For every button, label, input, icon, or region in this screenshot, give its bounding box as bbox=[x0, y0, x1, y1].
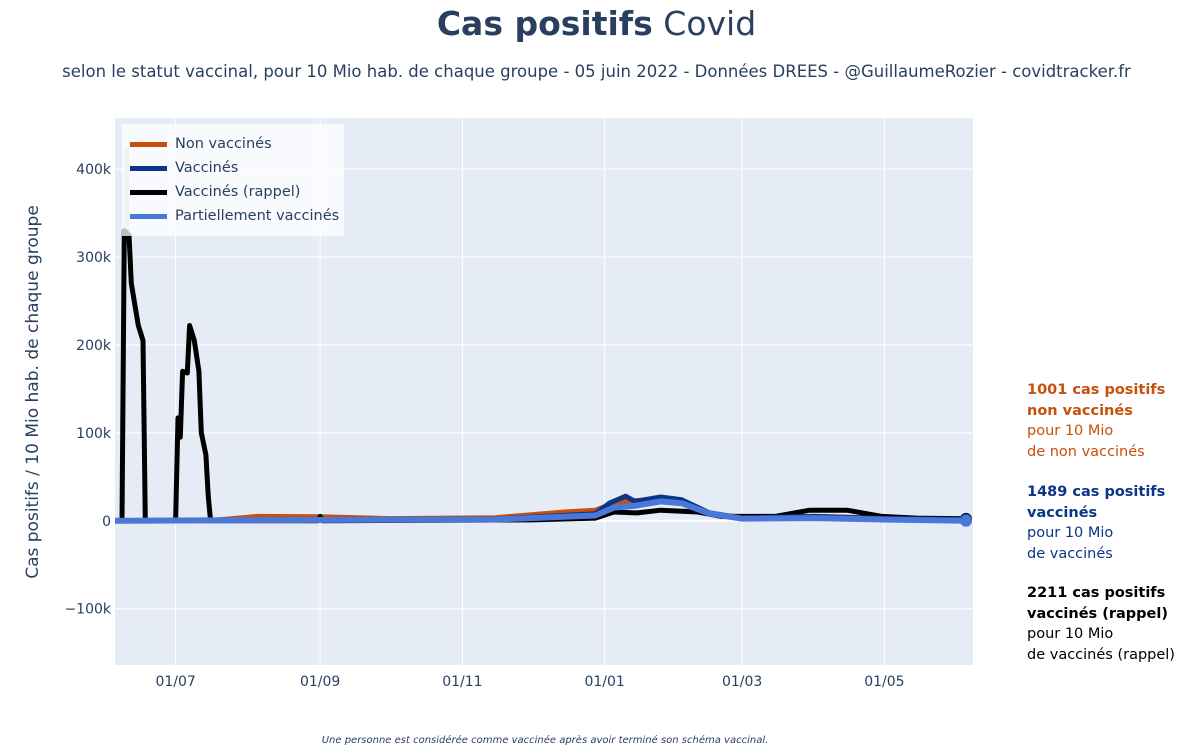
x-tick-label: 01/11 bbox=[442, 674, 482, 690]
x-tick-label: 01/09 bbox=[300, 674, 340, 690]
annotation-rappel: 2211 cas positifs vaccinés (rappel) pour … bbox=[1027, 583, 1175, 665]
legend-label: Non vaccinés bbox=[175, 136, 272, 152]
x-tick-label: 01/03 bbox=[722, 674, 762, 690]
legend-label: Vaccinés bbox=[175, 160, 239, 176]
legend-label: Partiellement vaccinés bbox=[175, 208, 340, 224]
x-tick-label: 01/05 bbox=[864, 674, 904, 690]
annotation-text: pour 10 Mio bbox=[1027, 423, 1114, 439]
y-axis-label: Cas positifs / 10 Mio hab. de chaque gro… bbox=[23, 205, 43, 579]
legend-swatch bbox=[130, 165, 167, 171]
legend-swatch bbox=[130, 189, 167, 195]
legend-label: Vaccinés (rappel) bbox=[175, 184, 301, 200]
annotation-group: vaccinés bbox=[1027, 504, 1098, 521]
y-tick-label: 200k bbox=[76, 338, 112, 354]
title-bold: Cas positifs bbox=[436, 4, 653, 43]
x-tick-label: 01/01 bbox=[584, 674, 624, 690]
series-line-3[interactable] bbox=[114, 498, 967, 524]
title-rest: Covid bbox=[663, 4, 757, 43]
y-tick-label: 0 bbox=[102, 514, 111, 530]
annotation-text: pour 10 Mio bbox=[1027, 525, 1114, 541]
annotation-count: 1489 cas positifs bbox=[1027, 484, 1166, 500]
annotation-group: non vaccinés bbox=[1027, 402, 1133, 419]
annotation-group: vaccinés (rappel) bbox=[1027, 605, 1168, 622]
legend-item-partiel[interactable]: Partiellement vaccinés bbox=[130, 205, 339, 227]
legend-item-rappel[interactable]: Vaccinés (rappel) bbox=[130, 181, 300, 203]
annotation-vaccines: 1489 cas positifs vaccinés pour 10 Mio de … bbox=[1027, 482, 1165, 564]
y-tick-label: −100k bbox=[64, 602, 111, 618]
chart-subtitle: selon le statut vaccinal, pour 10 Mio ha… bbox=[62, 62, 1131, 81]
series-endpoint-3[interactable] bbox=[960, 514, 973, 527]
legend-item-non-vaccines[interactable]: Non vaccinés bbox=[130, 133, 272, 155]
legend-swatch bbox=[130, 213, 167, 219]
legend-swatch bbox=[130, 141, 167, 147]
x-tick-label: 01/07 bbox=[155, 674, 195, 690]
y-tick-label: 300k bbox=[76, 250, 112, 266]
legend[interactable]: Non vaccinés Vaccinés Vaccinés (rappel) … bbox=[122, 124, 344, 236]
annotation-count: 1001 cas positifs bbox=[1027, 382, 1166, 398]
annotation-text: de non vaccinés bbox=[1027, 443, 1145, 460]
chart-title: Cas positifs Covid bbox=[0, 4, 1193, 43]
legend-item-vaccines[interactable]: Vaccinés bbox=[130, 157, 238, 179]
annotation-text: pour 10 Mio bbox=[1027, 626, 1114, 642]
annotation-count: 2211 cas positifs bbox=[1027, 585, 1166, 601]
y-tick-label: 100k bbox=[76, 426, 112, 442]
annotation-text: de vaccinés (rappel) bbox=[1027, 646, 1175, 663]
footnote: Une personne est considérée comme vaccin… bbox=[321, 735, 769, 746]
annotation-text: de vaccinés bbox=[1027, 545, 1113, 562]
y-tick-label: 400k bbox=[76, 162, 112, 178]
annotation-non-vaccines: 1001 cas positifs non vaccinés pour 10 Mi… bbox=[1027, 380, 1165, 462]
